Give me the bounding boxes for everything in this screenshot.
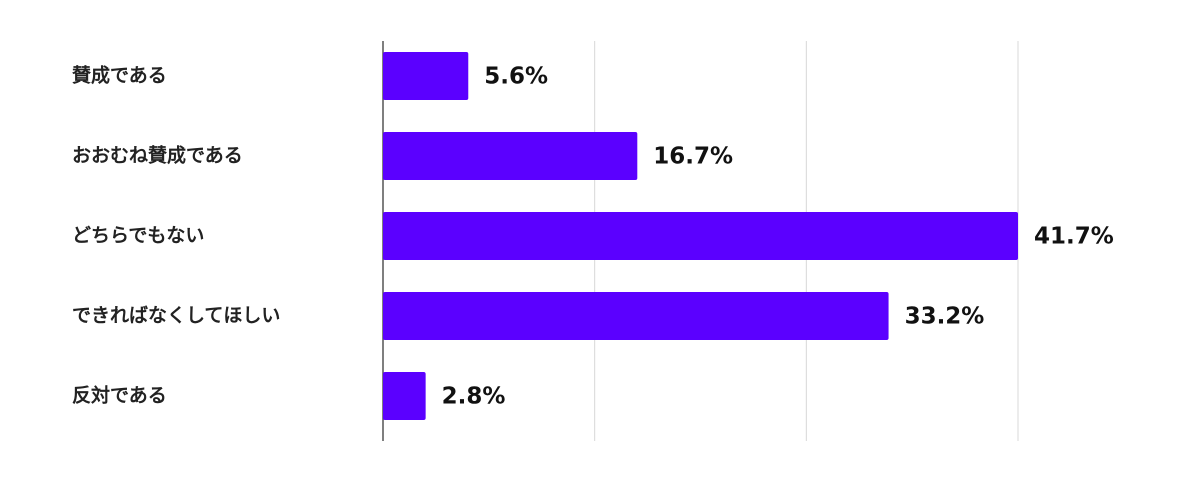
category-label: どちらでもない xyxy=(72,225,204,247)
bar xyxy=(383,292,889,340)
value-label: 41.7% xyxy=(1034,224,1114,250)
category-label: おおむね賛成である xyxy=(72,144,243,167)
value-label: 33.2% xyxy=(905,304,985,330)
value-label: 16.7% xyxy=(653,144,733,170)
category-label: できればなくしてほしい xyxy=(72,305,280,327)
bar xyxy=(383,212,1018,260)
category-label: 賛成である xyxy=(72,64,167,87)
category-label: 反対である xyxy=(72,384,167,407)
value-label: 5.6% xyxy=(484,64,548,90)
bar xyxy=(383,132,638,180)
bar xyxy=(383,52,469,100)
value-label: 2.8% xyxy=(442,384,506,410)
bar xyxy=(383,372,426,420)
